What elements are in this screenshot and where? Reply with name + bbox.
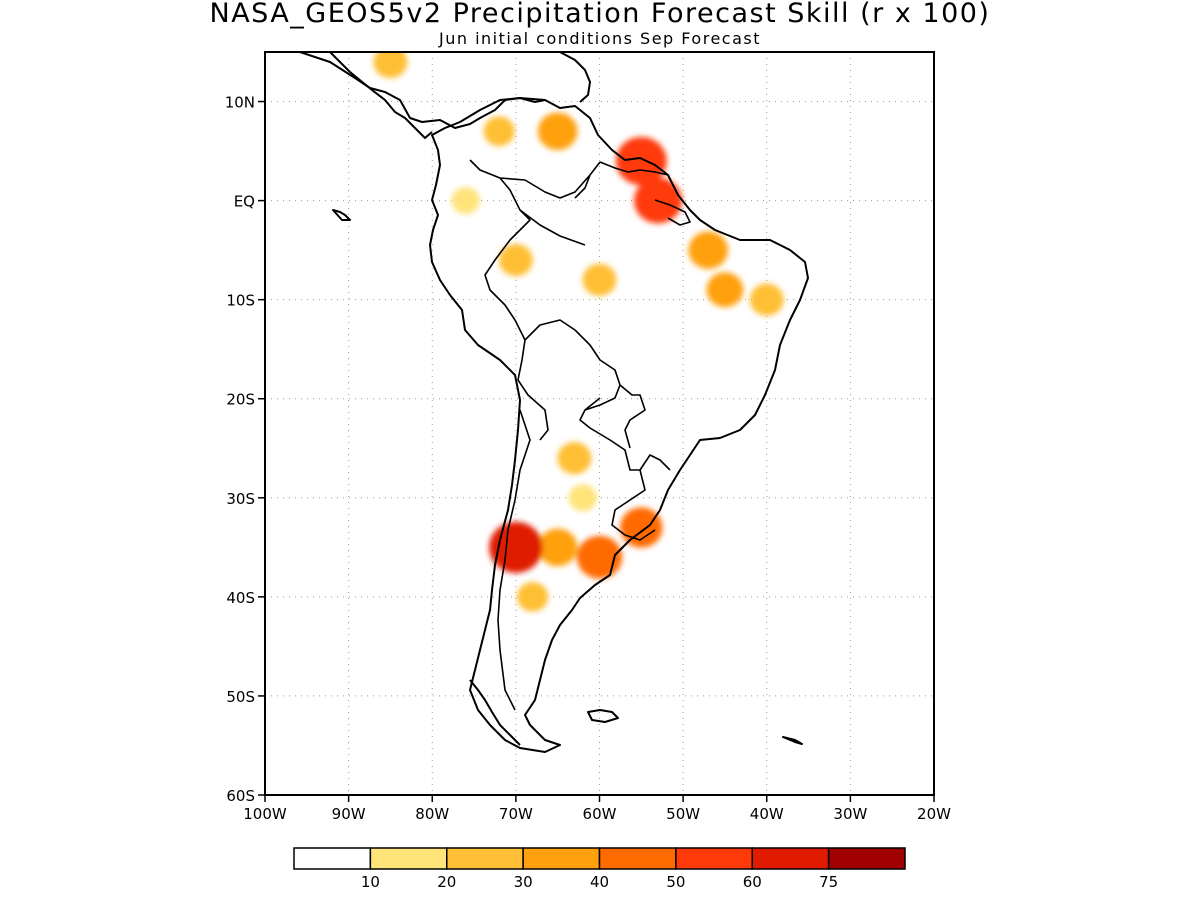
skill-region — [568, 484, 597, 512]
lat-label: 30S — [226, 490, 255, 508]
skill-region — [615, 136, 667, 186]
skill-region — [489, 521, 543, 573]
colorbar-label: 40 — [590, 873, 609, 891]
skill-region — [688, 231, 729, 269]
skill-region — [373, 52, 408, 79]
colorbar-label: 20 — [437, 873, 456, 891]
skill-region — [537, 112, 578, 151]
amazon-delta — [654, 199, 691, 226]
colorbar-label: 75 — [819, 873, 838, 891]
tick-marks — [258, 100, 935, 802]
lat-label: 20S — [226, 391, 255, 409]
lat-label: 60S — [226, 787, 255, 805]
country-borders — [469, 159, 671, 711]
colorbar-box — [751, 847, 830, 870]
falkland-islands — [587, 709, 619, 723]
colorbar-box — [369, 847, 448, 870]
colorbar-label: 10 — [361, 873, 380, 891]
longitude-labels: 100W 90W 80W 70W 60W 50W 40W 30W 20W — [243, 805, 951, 823]
lon-label: 60W — [583, 805, 617, 823]
colorbar-box — [522, 847, 601, 870]
colorbar-boxes — [293, 847, 906, 870]
skill-region — [498, 243, 533, 277]
lat-label: 40S — [226, 589, 255, 607]
south-america-coast — [429, 97, 809, 753]
colorbar-box — [675, 847, 753, 870]
central-america-pacific-coast — [329, 52, 433, 139]
lon-label: 80W — [415, 805, 449, 823]
skill-region — [483, 116, 515, 147]
lat-label: 50S — [226, 688, 255, 706]
map-subtitle: Jun initial conditions Sep Forecast — [438, 29, 761, 48]
skill-region — [451, 187, 480, 215]
skill-region — [517, 582, 549, 612]
colorbar-box — [446, 847, 524, 870]
lon-label: 90W — [332, 805, 366, 823]
skill-field — [373, 52, 784, 612]
latitude-labels: 10N EQ 10S 20S 30S 40S 50S 60S — [225, 94, 255, 805]
lon-label: 40W — [750, 805, 784, 823]
skill-region — [706, 272, 744, 308]
lon-label: 50W — [666, 805, 700, 823]
colorbar-box — [598, 847, 677, 870]
lon-label: 20W — [917, 805, 951, 823]
colorbar-label: 30 — [514, 873, 533, 891]
lat-label: 10N — [225, 94, 255, 112]
colorbar-box — [293, 847, 372, 870]
skill-region — [749, 283, 784, 316]
skill-region — [620, 507, 663, 548]
lon-label: 70W — [499, 805, 533, 823]
lon-label: 30W — [833, 805, 867, 823]
colorbar: 10 20 30 40 50 60 75 — [293, 847, 906, 891]
caribbean-islands — [559, 52, 591, 103]
colorbar-label: 60 — [743, 873, 762, 891]
central-america-coast — [299, 52, 546, 129]
lat-label: EQ — [234, 193, 255, 211]
colorbar-label: 50 — [666, 873, 685, 891]
skill-region — [557, 442, 592, 475]
galapagos — [332, 209, 351, 221]
lat-label: 10S — [226, 292, 255, 310]
south-georgia — [782, 736, 803, 745]
skill-region — [582, 263, 617, 297]
map-title: NASA_GEOS5v2 Precipitation Forecast Skil… — [209, 0, 991, 29]
chile-fjords — [469, 679, 521, 746]
coastlines — [299, 52, 809, 753]
lon-label: 100W — [243, 805, 287, 823]
colorbar-box — [827, 847, 906, 870]
skill-region — [537, 528, 578, 567]
